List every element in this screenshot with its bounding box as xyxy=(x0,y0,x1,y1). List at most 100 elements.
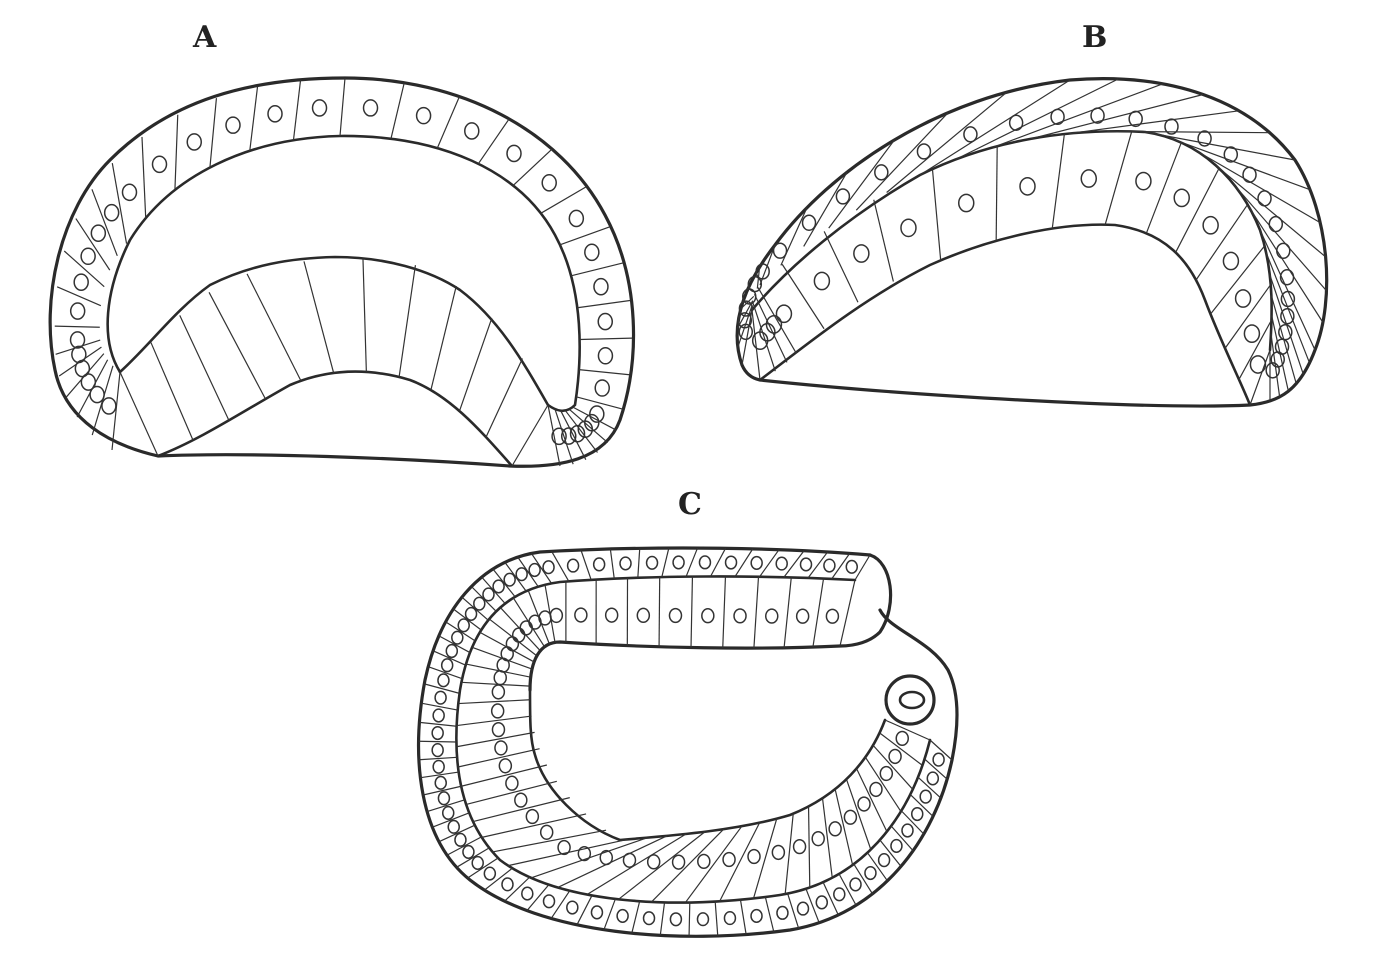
panel-c-ectoderm-cell-wall xyxy=(609,548,615,579)
panel-c-ectoderm-cell-wall xyxy=(783,550,805,578)
panel-c-ectoderm-nucleus xyxy=(823,558,836,573)
panel-b-ectoderm-cell-wall xyxy=(740,295,755,310)
panel-a-ectoderm-inner-edge xyxy=(106,134,581,413)
panel-c-ectoderm-nucleus xyxy=(492,579,505,594)
panel-c-endoderm-nucleus xyxy=(795,608,810,624)
panel-c-endoderm-cell-wall xyxy=(492,829,607,853)
panel-a-ectoderm-cell-wall xyxy=(560,410,587,460)
panel-c-ectoderm-inner-edge xyxy=(455,575,932,904)
panel-b-endoderm-nucleus xyxy=(1019,176,1036,196)
panel-b-ectoderm-cell-wall xyxy=(855,112,949,211)
panel-c-ectoderm-cell-wall xyxy=(456,847,490,868)
panel-c-endoderm-nucleus xyxy=(599,849,614,866)
panel-c-endoderm-inner-edge xyxy=(528,688,887,842)
panel-c-ectoderm-cell-wall xyxy=(714,901,719,936)
panel-b-endoderm-nucleus xyxy=(765,314,783,334)
panel-b-label: B xyxy=(1082,20,1107,55)
panel-b-endoderm-nucleus xyxy=(1202,215,1219,235)
panel-b-endoderm-nucleus xyxy=(1249,355,1267,374)
panel-c-endoderm-nucleus xyxy=(494,740,508,756)
panel-c-endoderm-cell-wall xyxy=(461,681,531,687)
panel-a-ectoderm-cell-wall xyxy=(249,86,259,151)
panel-c-endoderm-nucleus xyxy=(549,607,564,624)
panel-c-ectoderm-cell-wall xyxy=(517,556,539,588)
panel-c-ectoderm-nucleus xyxy=(590,905,604,920)
panel-c-ectoderm-cell-wall xyxy=(739,899,747,935)
panel-c-endoderm-nucleus xyxy=(490,703,505,719)
panel-c-ectoderm-cell-wall xyxy=(637,548,641,578)
panel-b-ectoderm-nucleus xyxy=(1278,323,1293,341)
panel-b-ectoderm-cell-wall xyxy=(828,139,895,229)
panel-b-endoderm-cell-wall xyxy=(1104,131,1133,225)
panel-a-ectoderm-nucleus xyxy=(597,346,614,365)
panel-b-endoderm-nucleus xyxy=(1080,169,1098,188)
panel-c-ectoderm-cell-wall xyxy=(853,863,873,895)
panel-b-endoderm-cell-wall xyxy=(873,199,894,282)
panel-c-endoderm-cell-wall xyxy=(458,699,531,705)
panel-a-ectoderm-nucleus xyxy=(101,397,117,415)
panel-c-ectoderm-nucleus xyxy=(750,908,763,924)
panel-c-ectoderm-cell-wall xyxy=(603,898,616,930)
panel-b-endoderm-cell-wall xyxy=(1145,142,1182,234)
panel-c-ectoderm-cell-wall xyxy=(909,794,934,817)
panel-b-ectoderm-cell-wall xyxy=(737,304,753,348)
panel-a-endoderm-cell-wall xyxy=(303,261,335,374)
panel-c-ectoderm-cell-wall xyxy=(854,554,871,581)
panel-b-ectoderm-nucleus xyxy=(963,126,978,143)
panel-c-ectoderm-nucleus xyxy=(890,838,903,853)
panel-a-ectoderm-cell-wall xyxy=(390,82,405,139)
panel-a-ectoderm-cell-wall xyxy=(565,410,598,453)
panel-c-endoderm-cell-wall xyxy=(719,822,761,902)
panel-a-ectoderm-cell-wall xyxy=(579,337,633,341)
panel-c-ectoderm-nucleus xyxy=(464,606,478,622)
panel-c-endoderm-nucleus xyxy=(525,808,540,825)
panel-b-endoderm-cell-wall xyxy=(823,231,859,303)
panel-c-ectoderm-cell-wall xyxy=(659,902,666,936)
panel-a-endoderm-cell-wall xyxy=(485,358,523,438)
panel-a-ectoderm-cell-wall xyxy=(540,185,588,214)
panel-a-ectoderm-cell-wall xyxy=(578,369,630,376)
panel-c-endoderm-nucleus xyxy=(511,627,526,643)
panel-a-ectoderm-nucleus xyxy=(415,106,432,125)
panel-c-ectoderm-nucleus xyxy=(434,775,447,790)
panel-c-endoderm-nucleus xyxy=(505,636,520,652)
panel-c-ectoderm-cell-wall xyxy=(420,771,459,779)
panel-c-ectoderm-nucleus xyxy=(521,886,534,901)
panel-c-ectoderm-nucleus xyxy=(437,791,451,806)
panel-a-ectoderm-nucleus xyxy=(593,277,609,296)
panel-c-ectoderm-nucleus xyxy=(910,806,924,822)
panel-a-ectoderm-nucleus xyxy=(560,427,577,445)
panel-b-ectoderm-nucleus xyxy=(1276,242,1291,260)
panel-a-ectoderm-nucleus xyxy=(186,133,203,151)
panel-b-endoderm-cell-wall xyxy=(751,301,776,372)
panel-c-endoderm-cell-wall xyxy=(456,715,532,727)
panel-c-endoderm-nucleus xyxy=(671,854,686,870)
panel-c-ectoderm-nucleus xyxy=(542,894,556,909)
panel-c-ectoderm-nucleus xyxy=(432,759,445,774)
panel-c-ectoderm-nucleus xyxy=(926,771,940,786)
panel-a-ectoderm-nucleus xyxy=(464,122,480,140)
panel-c-ectoderm-nucleus xyxy=(696,912,710,927)
panel-b-endoderm-nucleus xyxy=(1135,171,1152,191)
panel-c-ectoderm-nucleus xyxy=(451,630,464,645)
panel-c-ectoderm-cell-wall xyxy=(709,548,727,577)
panel-c-blastopore-inner xyxy=(898,690,926,710)
panel-b-ectoderm-nucleus xyxy=(1280,307,1295,325)
panel-b-ectoderm-nucleus xyxy=(1197,130,1212,147)
panel-c-endoderm-cell-wall xyxy=(752,818,778,899)
panel-c-ectoderm-nucleus xyxy=(750,555,763,571)
panel-c-endoderm-nucleus xyxy=(519,620,533,636)
panel-c-endoderm-nucleus xyxy=(514,792,528,808)
panel-c-endoderm-cell-wall xyxy=(722,576,727,649)
panel-a-ectoderm-nucleus xyxy=(90,224,107,242)
panel-b-ectoderm-cell-wall xyxy=(1233,183,1327,292)
panel-c-endoderm-cell-wall xyxy=(839,579,856,647)
panel-a-ectoderm-cell-wall xyxy=(75,218,111,271)
panel-c-endoderm-cell-wall xyxy=(821,798,833,878)
panel-b-ectoderm-nucleus xyxy=(1257,190,1272,207)
panel-c-cell-walls xyxy=(418,547,953,937)
panel-c-ectoderm-nucleus xyxy=(434,690,447,705)
panel-c-endoderm-nucleus xyxy=(747,848,761,865)
panel-c-endoderm-cell-wall xyxy=(472,797,570,823)
panel-b-endoderm-cell-wall xyxy=(1051,133,1065,229)
